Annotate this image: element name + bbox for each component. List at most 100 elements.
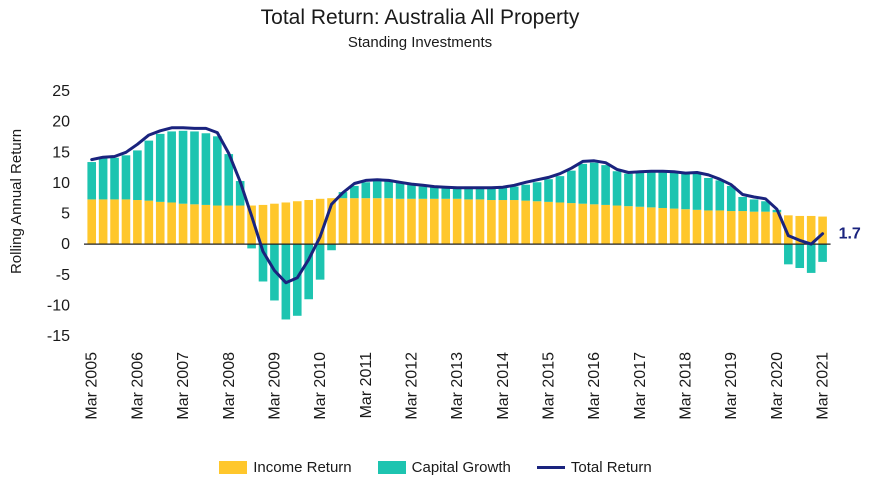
income-return-bar <box>281 202 291 245</box>
capital-growth-bar <box>304 244 313 300</box>
capital-growth-bar <box>190 131 199 205</box>
income-return-bar <box>224 205 234 245</box>
capital-growth-bar <box>464 188 473 200</box>
income-return-bar <box>646 207 656 245</box>
capital-growth-bar <box>155 133 165 202</box>
income-return-bar <box>327 198 336 245</box>
capital-growth-bar <box>612 171 622 206</box>
income-return-bar <box>441 198 451 245</box>
x-tick-label: Mar 2018 <box>678 352 695 420</box>
capital-growth-bar <box>327 244 336 251</box>
income-return-bar <box>304 200 313 245</box>
x-tick-label: Mar 2017 <box>632 352 649 420</box>
income-return-bar <box>704 210 713 245</box>
capital-growth-bar <box>624 173 633 207</box>
capital-growth-bar <box>384 181 393 199</box>
income-return-bar <box>110 199 119 245</box>
income-return-bar <box>384 198 393 245</box>
legend-swatch-total-return <box>536 465 565 469</box>
income-return-bar <box>213 205 222 245</box>
income-return-bar <box>144 200 154 245</box>
capital-growth-bar <box>669 171 679 209</box>
income-return-bar <box>372 198 382 245</box>
income-return-bar <box>452 198 462 245</box>
income-return-bar <box>292 201 302 245</box>
income-return-bar <box>418 198 428 245</box>
capital-growth-bar <box>201 133 211 205</box>
capital-growth-bar <box>692 173 702 210</box>
capital-growth-bar <box>487 187 496 201</box>
capital-growth-bar <box>567 170 576 204</box>
capital-growth-bar <box>601 165 610 205</box>
capital-growth-bar <box>258 244 268 282</box>
capital-growth-bar <box>544 179 553 202</box>
x-tick-label: Mar 2011 <box>358 352 375 419</box>
capital-growth-bar <box>87 162 97 200</box>
income-return-bar <box>247 205 256 245</box>
capital-growth-bar <box>121 155 131 200</box>
income-return-bar <box>190 204 199 245</box>
y-tick-label: 20 <box>52 114 70 131</box>
income-return-bar <box>532 201 542 245</box>
capital-growth-bar <box>806 244 816 273</box>
chart-plot: Rolling Annual Return 25 20 15 10 5 0 -5 -10 -15 1… <box>8 83 861 420</box>
capital-growth-bar <box>715 180 725 211</box>
income-return-bar <box>795 215 805 245</box>
capital-growth-bar <box>292 244 302 316</box>
income-return-bar <box>555 202 565 245</box>
x-tick-label: Mar 2015 <box>541 352 558 420</box>
legend-swatch-income-return <box>219 460 248 474</box>
income-return-bar <box>715 210 725 245</box>
legend-label-income-return: Income Return <box>253 458 352 476</box>
capital-growth-bar <box>749 199 759 212</box>
capital-growth-bar <box>361 182 371 199</box>
income-return-bar <box>658 207 668 245</box>
capital-growth-bar <box>521 184 530 201</box>
income-return-bar <box>738 211 747 245</box>
legend-swatch-capital-growth <box>377 460 406 474</box>
capital-growth-bar <box>509 186 519 201</box>
income-return-bar <box>589 204 599 245</box>
income-return-bar <box>612 205 622 245</box>
capital-growth-bar <box>133 150 142 201</box>
income-return-bar <box>407 198 416 245</box>
income-return-bar <box>692 209 702 245</box>
y-tick-label: 25 <box>52 83 70 100</box>
income-return-bar <box>235 205 245 245</box>
capital-growth-bar <box>589 162 599 205</box>
capital-growth-bar <box>167 131 176 203</box>
y-tick-label: -10 <box>47 297 70 314</box>
total-return-end-label: 1.7 <box>839 226 861 243</box>
capital-growth-bar <box>213 136 222 206</box>
capital-growth-bar <box>338 192 348 199</box>
y-axis-label: Rolling Annual Return <box>8 129 25 274</box>
capital-growth-bar <box>475 187 485 200</box>
income-return-bar <box>544 201 553 245</box>
capital-growth-bar <box>784 244 793 265</box>
capital-growth-bar <box>350 185 359 199</box>
capital-growth-bar <box>144 140 154 201</box>
income-return-bar <box>772 212 782 245</box>
income-return-bar <box>749 211 759 245</box>
income-return-bar <box>98 199 108 245</box>
income-return-bar <box>155 201 165 245</box>
capital-growth-bar <box>441 187 451 199</box>
legend-label-total-return: Total Return <box>570 458 652 476</box>
legend-item-income-return: Income Return <box>219 458 352 476</box>
income-return-bar <box>498 200 508 245</box>
income-return-bar <box>509 200 519 245</box>
income-return-bar <box>567 203 576 245</box>
income-return-bar <box>681 209 690 245</box>
x-tick-label: Mar 2013 <box>449 352 466 420</box>
income-return-bar <box>350 198 359 245</box>
capital-growth-bar <box>372 181 382 199</box>
y-tick-label: 10 <box>52 175 70 192</box>
income-return-bar <box>669 208 679 245</box>
x-tick-label: Mar 2016 <box>586 352 603 420</box>
income-return-bar <box>601 204 610 245</box>
capital-growth-bar <box>658 171 668 208</box>
income-return-bar <box>430 198 439 245</box>
capital-growth-bar <box>224 154 234 206</box>
y-tick-label: -15 <box>47 328 70 345</box>
y-tick-label: 15 <box>52 144 70 161</box>
